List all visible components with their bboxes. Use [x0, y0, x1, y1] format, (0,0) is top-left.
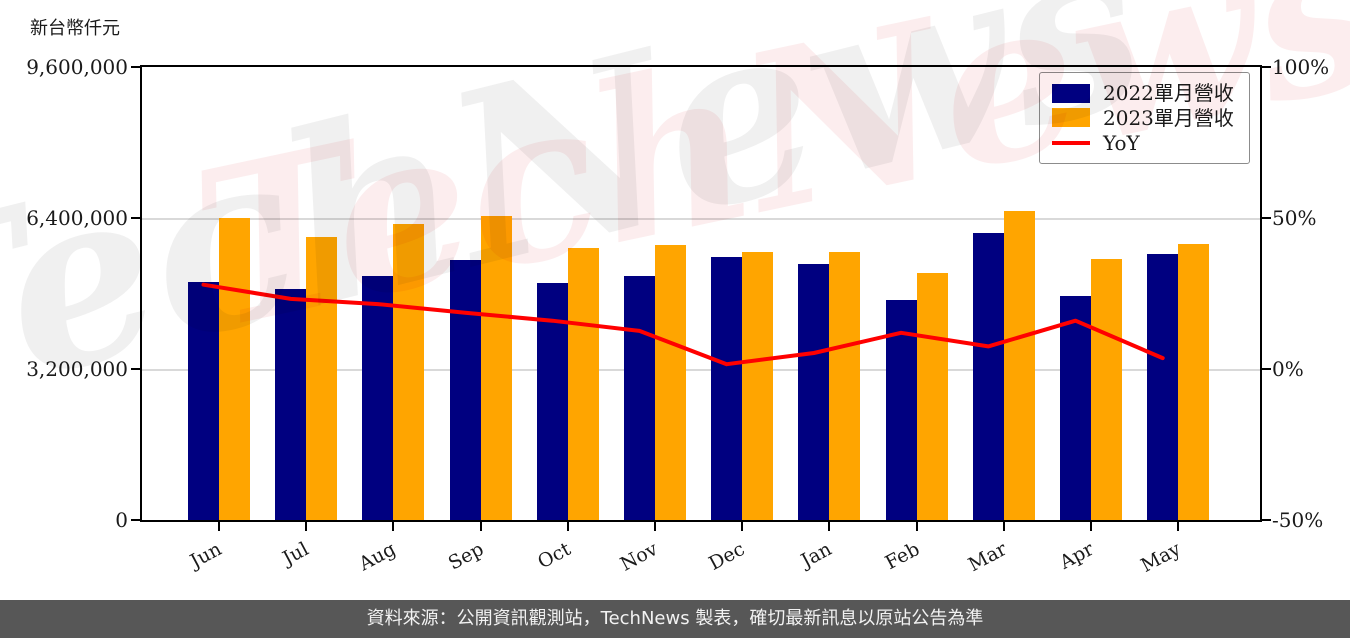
x-axis-tick-label-Nov: Nov — [616, 538, 662, 576]
bar-2022單月營收-Jan — [798, 264, 830, 520]
x-axis-tick-label-Jul: Jul — [279, 538, 313, 570]
right-axis-tick — [1262, 368, 1271, 370]
x-axis-tick — [741, 522, 744, 531]
right-axis-tick-label: 50% — [1272, 206, 1317, 230]
legend-item-yoy: YoY — [1052, 133, 1239, 153]
bar-2023單月營收-Dec — [742, 252, 774, 520]
left-axis-tick — [131, 519, 140, 521]
x-axis-tick-label-Sep: Sep — [444, 538, 487, 575]
legend-item-2022: 2022單月營收 — [1052, 83, 1239, 103]
bar-2023單月營收-Feb — [916, 273, 948, 520]
left-axis-tick — [131, 368, 140, 370]
bar-2023單月營收-Oct — [567, 248, 599, 520]
bar-2022單月營收-Dec — [711, 257, 743, 520]
source-footer: 資料來源：公開資訊觀測站，TechNews 製表，確切最新訊息以原站公告為準 — [0, 600, 1350, 638]
left-axis-tick — [131, 66, 140, 68]
right-axis-tick — [1262, 66, 1271, 68]
x-axis-tick — [479, 522, 482, 531]
legend-swatch-2022 — [1052, 83, 1090, 103]
x-axis-tick-label-May: May — [1137, 538, 1185, 577]
bar-2022單月營收-Jun — [188, 282, 219, 520]
bar-2022單月營收-Apr — [1060, 296, 1091, 520]
right-axis-tick-label: 0% — [1272, 357, 1304, 381]
legend-label-2023: 2023單月營收 — [1103, 105, 1234, 130]
left-axis-tick — [131, 217, 140, 219]
x-axis-tick — [1090, 522, 1092, 531]
yoy-line — [201, 282, 1165, 367]
legend-line-swatch-yoy — [1052, 140, 1090, 145]
gridline — [142, 218, 1260, 220]
right-axis-tick-label: 100% — [1272, 55, 1330, 79]
x-axis-tick — [828, 522, 831, 531]
x-axis-tick-label-Feb: Feb — [881, 538, 923, 575]
bar-2022單月營收-Jul — [275, 289, 307, 520]
left-axis-tick-label: 9,600,000 — [26, 55, 128, 79]
x-axis-tick-label-Mar: Mar — [964, 538, 1011, 577]
x-axis-tick-label-Aug: Aug — [355, 538, 400, 576]
x-axis-tick — [566, 522, 569, 531]
y-axis-unit-label: 新台幣仟元 — [30, 18, 120, 39]
x-axis-tick-label-Dec: Dec — [705, 538, 749, 575]
right-axis-tick — [1262, 217, 1271, 219]
x-axis-tick-label-Jan: Jan — [797, 538, 836, 573]
x-axis-tick — [1002, 522, 1005, 531]
x-axis-tick — [305, 522, 308, 531]
x-axis-tick — [392, 522, 395, 531]
legend-swatch-2023 — [1052, 108, 1090, 128]
bar-2023單月營收-Apr — [1091, 259, 1122, 520]
bar-2022單月營收-Nov — [624, 276, 655, 520]
right-axis-tick — [1262, 519, 1271, 521]
bar-2022單月營收-May — [1147, 254, 1179, 520]
left-axis-tick-label: 3,200,000 — [26, 357, 128, 381]
x-axis-tick — [654, 522, 656, 531]
bar-2022單月營收-Aug — [362, 276, 394, 520]
gridline — [142, 369, 1260, 371]
legend-item-2023: 2023單月營收 — [1052, 108, 1239, 128]
x-axis-tick-label-Apr: Apr — [1056, 538, 1098, 574]
left-axis-tick-label: 6,400,000 — [26, 206, 128, 230]
bar-2023單月營收-Aug — [393, 224, 425, 520]
bar-2023單月營收-May — [1178, 244, 1210, 520]
bar-2022單月營收-Mar — [972, 233, 1004, 520]
x-axis-tick — [218, 522, 220, 531]
bar-2023單月營收-Jun — [219, 218, 250, 520]
x-axis-tick-label-Jun: Jun — [186, 538, 226, 573]
legend-label-yoy: YoY — [1103, 130, 1140, 155]
x-axis-tick — [915, 522, 918, 531]
x-axis-tick-label-Oct: Oct — [533, 538, 575, 574]
bar-2023單月營收-Mar — [1003, 211, 1035, 520]
legend: 2022單月營收 2023單月營收 YoY — [1039, 72, 1250, 164]
x-axis-tick — [1177, 522, 1180, 531]
right-axis-tick-label: -50% — [1272, 508, 1324, 532]
bar-2022單月營收-Sep — [449, 260, 481, 520]
left-axis-tick-label: 0 — [115, 508, 128, 532]
yoy-line-layer — [201, 282, 1165, 367]
bar-2023單月營收-Jan — [829, 252, 861, 520]
bar-2023單月營收-Sep — [480, 216, 512, 520]
bar-2023單月營收-Nov — [655, 245, 686, 520]
legend-label-2022: 2022單月營收 — [1103, 81, 1234, 106]
bar-2023單月營收-Jul — [306, 237, 338, 520]
